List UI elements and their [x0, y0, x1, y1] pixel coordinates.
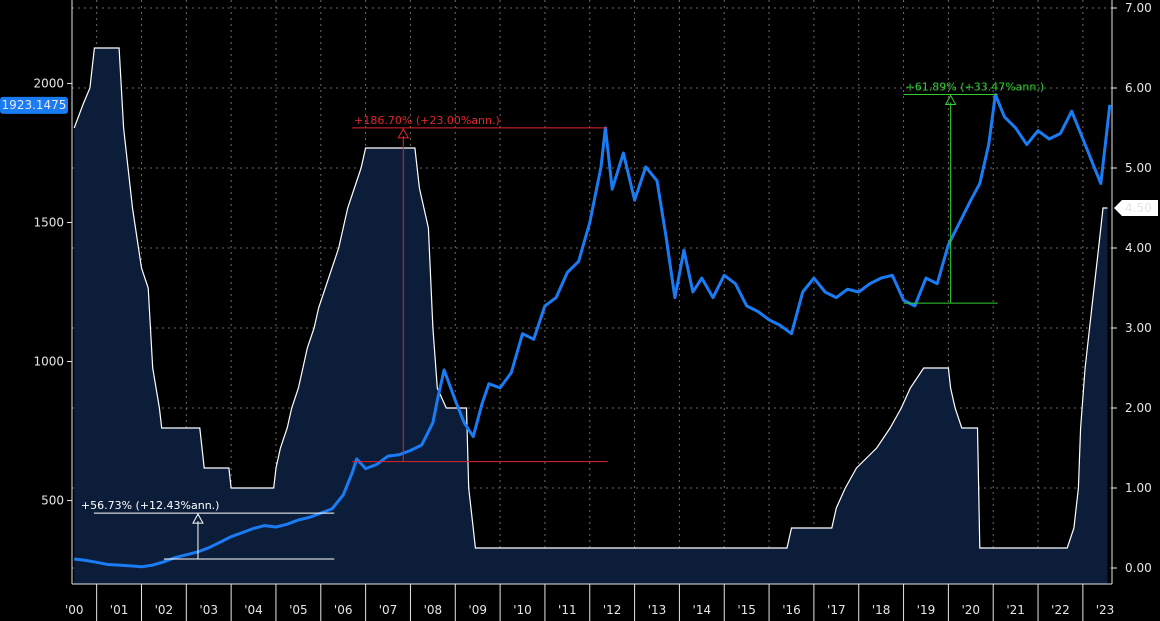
policy-rate-area — [73, 47, 1108, 584]
right-tick-label: 7.00 — [1125, 1, 1152, 15]
x-tick-label: '03 — [199, 603, 218, 617]
annotation-arrow-icon — [944, 94, 957, 106]
x-tick-label: '22 — [1051, 603, 1070, 617]
last-rate-label: 4.50 — [1125, 201, 1152, 215]
x-tick-label: '01 — [110, 603, 129, 617]
x-tick-label: '13 — [648, 603, 667, 617]
last-rate-badge — [1114, 200, 1158, 216]
x-tick-label: '10 — [513, 603, 532, 617]
x-tick-label: '05 — [289, 603, 308, 617]
x-tick-label: '15 — [737, 603, 756, 617]
value-badges: 1923.1475 4.50 — [0, 96, 1158, 216]
right-tick-label: 4.00 — [1125, 241, 1152, 255]
x-tick-label: '19 — [917, 603, 936, 617]
annotation-arrow-icon — [397, 127, 410, 139]
x-tick-label: '00 — [65, 603, 84, 617]
left-tick-label: 1500 — [33, 215, 64, 229]
annotations: +56.73% (+12.43%ann.) +186.70% (+23.00%an… — [81, 81, 1045, 560]
x-axis-labels: '00 '01 '02 '03 '04 '05 '06 '07 '08 '09 '10 '11 '12 '… — [65, 584, 1114, 621]
x-tick-label: '04 — [244, 603, 263, 617]
x-tick-label: '07 — [379, 603, 398, 617]
x-tick-label: '21 — [1006, 603, 1025, 617]
price-series-line — [74, 93, 1112, 569]
price-line — [74, 93, 1112, 569]
x-tick-label: '23 — [1096, 603, 1115, 617]
axes — [71, 0, 1113, 585]
x-tick-label: '09 — [468, 603, 487, 617]
left-tick-label: 500 — [41, 494, 64, 508]
policy-rate-line — [73, 47, 1108, 549]
policy-rate-fill — [74, 48, 1108, 584]
left-tick-label: 2000 — [33, 76, 64, 90]
left-tick-label: 1000 — [33, 355, 64, 369]
right-tick-label: 5.00 — [1125, 161, 1152, 175]
left-axis-ticks: 500 1000 1500 2000 — [33, 76, 72, 508]
last-price-badge — [0, 96, 68, 114]
x-tick-label: '18 — [872, 603, 891, 617]
right-tick-label: 3.00 — [1125, 321, 1152, 335]
annotation-arrow-icon — [192, 513, 204, 524]
right-axis-ticks: 0.00 1.00 2.00 3.00 4.00 5.00 6.00 7.00 — [1112, 1, 1152, 575]
right-tick-label: 2.00 — [1125, 401, 1152, 415]
right-tick-label: 6.00 — [1125, 81, 1152, 95]
x-tick-label: '14 — [693, 603, 712, 617]
x-tick-label: '02 — [155, 603, 174, 617]
annotation-label: +56.73% (+12.43%ann.) — [81, 499, 220, 512]
x-tick-label: '12 — [603, 603, 622, 617]
right-tick-label: 0.00 — [1125, 561, 1152, 575]
last-price-label: 1923.1475 — [2, 98, 67, 112]
x-tick-label: '17 — [827, 603, 846, 617]
annotation-label: +186.70% (+23.00%ann.) — [354, 114, 500, 127]
x-tick-label: '16 — [782, 603, 801, 617]
x-tick-label: '08 — [424, 603, 443, 617]
right-tick-label: 1.00 — [1125, 481, 1152, 495]
x-tick-label: '20 — [962, 603, 981, 617]
annotation-label: +61.89% (+33.47%ann.) — [906, 81, 1045, 94]
grid — [72, 0, 1112, 584]
x-tick-label: '11 — [558, 603, 577, 617]
x-tick-label: '06 — [334, 603, 353, 617]
